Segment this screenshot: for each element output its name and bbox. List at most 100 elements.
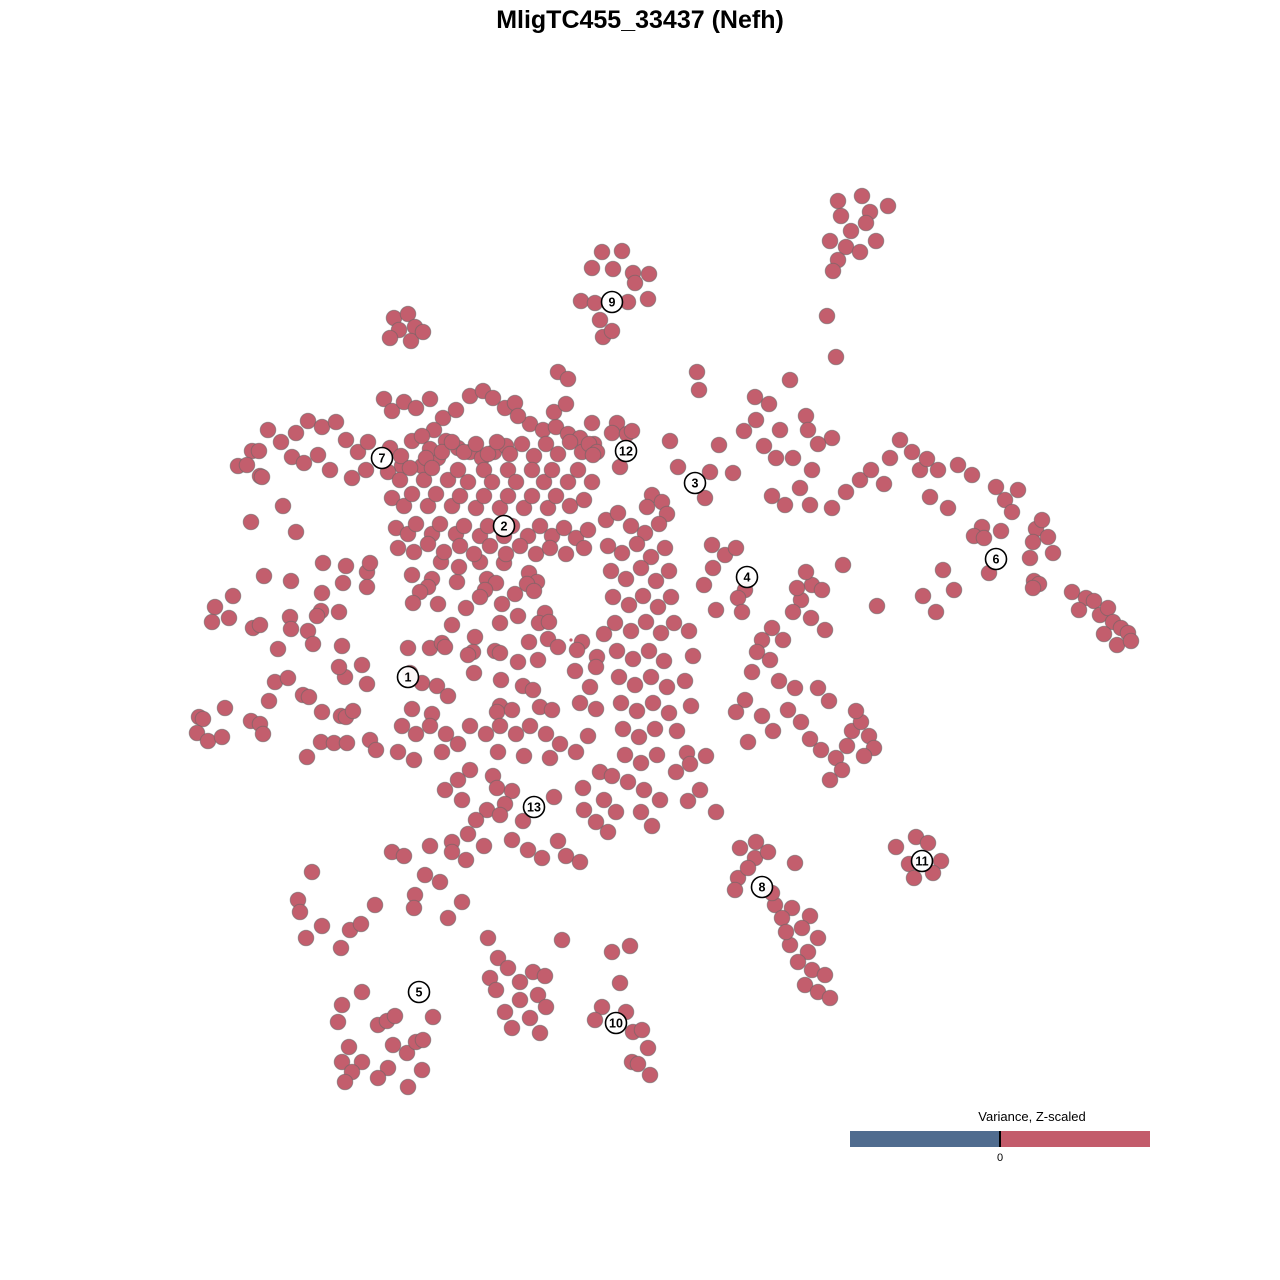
data-point <box>1063 583 1081 601</box>
data-point <box>443 843 461 861</box>
data-point <box>656 539 674 557</box>
data-point <box>583 414 601 432</box>
data-point <box>448 573 466 591</box>
data-point <box>407 399 425 417</box>
data-point <box>291 903 309 921</box>
data-point <box>535 473 553 491</box>
data-point <box>609 504 627 522</box>
data-point <box>853 187 871 205</box>
data-point <box>413 1061 431 1079</box>
data-point <box>242 513 260 531</box>
data-point <box>287 523 305 541</box>
data-point <box>499 461 517 479</box>
data-point <box>384 1036 402 1054</box>
data-point <box>330 603 348 621</box>
data-point <box>455 443 473 461</box>
data-point <box>791 479 809 497</box>
data-point <box>429 595 447 613</box>
data-point <box>491 806 509 824</box>
data-point <box>340 1038 358 1056</box>
data-point <box>575 801 593 819</box>
data-point <box>834 556 852 574</box>
data-point <box>613 242 631 260</box>
data-point <box>433 743 451 761</box>
data-point <box>503 701 521 719</box>
data-point <box>338 734 356 752</box>
cluster-label-13: 13 <box>522 795 546 819</box>
data-point <box>254 725 272 743</box>
data-point <box>620 596 638 614</box>
data-point <box>434 409 452 427</box>
data-point <box>313 917 331 935</box>
data-point <box>735 422 753 440</box>
data-point <box>665 614 683 632</box>
data-point <box>332 939 350 957</box>
data-point <box>491 644 509 662</box>
data-point <box>443 616 461 634</box>
data-point <box>488 433 506 451</box>
data-point <box>632 559 650 577</box>
data-point <box>823 499 841 517</box>
data-point <box>1024 579 1042 597</box>
data-point <box>816 966 834 984</box>
data-point <box>383 489 401 507</box>
data-point <box>507 473 525 491</box>
data-point <box>572 292 590 310</box>
data-point <box>724 464 742 482</box>
data-point <box>797 563 815 581</box>
data-point <box>809 929 827 947</box>
data-point <box>887 838 905 856</box>
data-point <box>624 650 642 668</box>
data-point <box>914 587 932 605</box>
data-point <box>788 579 806 597</box>
data-point <box>832 207 850 225</box>
cluster-label-9: 9 <box>600 290 624 314</box>
data-point <box>779 701 797 719</box>
data-point <box>545 788 563 806</box>
data-point <box>416 866 434 884</box>
data-point <box>313 418 331 436</box>
data-point <box>399 305 417 323</box>
data-point <box>557 395 575 413</box>
data-point <box>987 478 1005 496</box>
data-point <box>525 582 543 600</box>
data-point <box>613 544 631 562</box>
data-point <box>457 599 475 617</box>
data-point <box>799 943 817 961</box>
page-title: MligTC455_33437 (Nefh) <box>496 6 784 34</box>
data-point <box>622 622 640 640</box>
data-point <box>629 1055 647 1073</box>
data-point <box>821 771 839 789</box>
data-point <box>691 781 709 799</box>
data-point <box>491 717 509 735</box>
data-point <box>547 487 565 505</box>
cluster-label-text: 1 <box>405 670 412 684</box>
data-point <box>401 459 419 477</box>
cluster-label-11: 11 <box>910 849 934 873</box>
data-point <box>1095 625 1113 643</box>
data-point <box>545 403 563 421</box>
data-point <box>501 445 519 463</box>
data-point <box>824 262 842 280</box>
data-point <box>579 727 597 745</box>
data-point <box>803 461 821 479</box>
data-point <box>584 446 602 464</box>
data-point <box>763 619 781 637</box>
cluster-label-circle <box>910 849 934 873</box>
data-point <box>436 638 454 656</box>
data-point <box>641 1066 659 1084</box>
cluster-label-12: 12 <box>614 439 638 463</box>
cluster-label-circle <box>407 980 431 1004</box>
cluster-label-text: 2 <box>501 519 508 533</box>
data-point <box>612 694 630 712</box>
data-point <box>333 637 351 655</box>
data-point <box>1108 636 1126 654</box>
data-point <box>774 631 792 649</box>
data-point <box>427 485 445 503</box>
data-point <box>668 722 686 740</box>
data-point <box>403 485 421 503</box>
data-point <box>447 401 465 419</box>
data-point <box>681 755 699 773</box>
data-point <box>519 841 537 859</box>
data-point <box>459 646 477 664</box>
